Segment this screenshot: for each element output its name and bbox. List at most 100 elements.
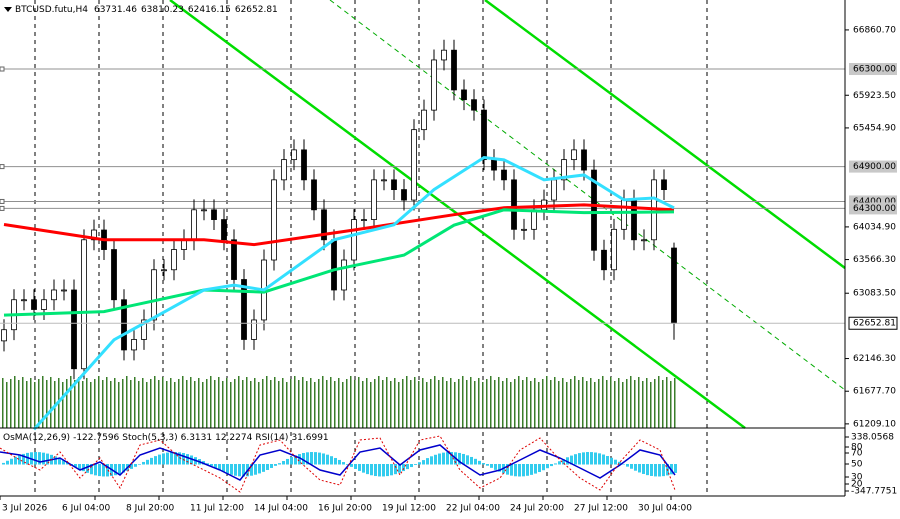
candle-body [661, 179, 667, 191]
volume-bar [42, 376, 44, 428]
candle-body [301, 149, 307, 181]
volume-bar [550, 380, 552, 428]
indicator-tick-label: 80 [851, 443, 863, 453]
volume-bar [518, 376, 520, 428]
candle-body [551, 179, 557, 201]
volume-bar [414, 377, 416, 428]
candle-body [641, 239, 647, 242]
volume-bar [498, 377, 500, 428]
volume-bar [462, 376, 464, 428]
volume-bar [350, 376, 352, 428]
osma-bar [338, 459, 341, 465]
volume-bar [18, 380, 20, 428]
osma-bar [326, 454, 329, 465]
volume-bar [82, 381, 84, 428]
volume-bar [554, 377, 556, 428]
osma-bar [426, 458, 429, 465]
candle-body [631, 199, 637, 241]
candle-body [141, 319, 147, 340]
osma-bar [154, 456, 157, 465]
osma-bar [6, 460, 9, 465]
osma-bar [22, 453, 25, 465]
indicator-tick-label: 50 [851, 460, 863, 470]
volume-bar [506, 378, 508, 428]
volume-bar [138, 381, 140, 428]
candle-body [611, 228, 617, 271]
osma-bar [370, 464, 373, 476]
osma-bar [490, 464, 493, 468]
osma-bar [330, 456, 333, 465]
osma-bar [278, 463, 281, 465]
volume-bar [342, 382, 344, 428]
volume-bar [206, 379, 208, 428]
candle-body [81, 239, 87, 370]
osma-bar [358, 464, 361, 471]
time-grid [34, 0, 708, 495]
osma-bar [10, 458, 13, 465]
volume-bar [482, 382, 484, 428]
volume-bar [522, 380, 524, 428]
osma-bar [386, 464, 389, 477]
volume-bar [530, 381, 532, 428]
menu-arrow[interactable] [4, 7, 12, 12]
indicator-part: RSI(14) [255, 433, 288, 443]
level-label: 64300.00 [853, 204, 896, 214]
x-tick-label: 24 Jul 20:00 [510, 504, 564, 514]
candle-body [331, 239, 337, 291]
volume-bar [406, 376, 408, 428]
volume-bar [190, 377, 192, 428]
candle-body [571, 149, 577, 161]
candle-body [311, 179, 317, 211]
osma-bar [586, 452, 589, 465]
osma-bar [562, 459, 565, 465]
volume-bar [578, 380, 580, 428]
osma-bar [26, 452, 29, 465]
volume-bar [346, 379, 348, 428]
volume-bar [158, 380, 160, 428]
volume-bar [378, 376, 380, 428]
candle-body [491, 159, 497, 171]
volume-bar [562, 378, 564, 428]
candle-body [91, 229, 97, 241]
candle-body [131, 339, 137, 351]
osma-bar [466, 455, 469, 465]
y-tick-label: 62146.30 [853, 354, 896, 364]
osma-bar [306, 452, 309, 465]
volume-bar [650, 382, 652, 428]
osma-bar [414, 464, 417, 465]
osma-bar [650, 464, 653, 476]
volume-bar [410, 380, 412, 428]
osma-bar [630, 464, 633, 469]
candle-body [421, 109, 427, 131]
volume-bar [510, 382, 512, 428]
candle-body [371, 179, 377, 220]
candle-body [251, 319, 257, 340]
indicator-part: -122.7596 [73, 433, 119, 443]
osma-bar [374, 464, 377, 477]
volume-bar [370, 382, 372, 428]
volume-bar [294, 376, 296, 428]
volume-bar [330, 377, 332, 428]
volume-bar [242, 380, 244, 428]
candle-body [211, 209, 217, 220]
volume-bar [118, 382, 120, 428]
volume-bar [150, 379, 152, 428]
volume-bar [394, 378, 396, 428]
volume-bar [46, 380, 48, 428]
indicator-tick-label: 338.0568 [851, 433, 894, 443]
osma-bar [74, 464, 77, 468]
candle-body [361, 219, 367, 221]
volume-bar [94, 379, 96, 428]
osma-bar [178, 452, 181, 465]
ohlc-low: 62416.15 [188, 5, 231, 15]
osma-bar [18, 455, 21, 465]
volume-bar [430, 379, 432, 428]
candle-body [381, 179, 387, 182]
volume-bar [626, 379, 628, 428]
osma-bar [482, 463, 485, 465]
osma-bar [430, 456, 433, 465]
volume-bar [110, 381, 112, 428]
volume-bar [174, 382, 176, 428]
osma-bar [218, 464, 221, 471]
